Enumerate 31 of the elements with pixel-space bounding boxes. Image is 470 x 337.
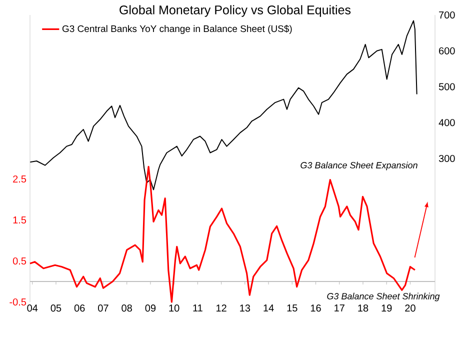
x-tick-label: 12 [216,304,226,312]
legend-label: G3 Central Banks YoY change in Balance Sheet (US$) [62,24,292,34]
y2-tick-label: 300 [438,154,455,162]
x-tick-label: 06 [74,304,85,312]
y-tick-label: 0.5 [12,257,26,265]
x-tick-label: 17 [334,304,344,312]
x-tick-label: 11 [193,304,202,312]
x-tick-label: 14 [264,304,274,312]
line-series [30,20,418,190]
x-tick-label: 18 [358,304,368,312]
y-tick-label: -0.5 [10,298,26,306]
x-tick-label: 04 [27,304,38,312]
x-tick-label: 13 [240,304,250,312]
x-tick-label: 09 [145,304,156,312]
y-tick-label: 2.5 [13,175,26,183]
y2-tick-label: 400 [438,119,455,126]
x-tick-label: 19 [382,304,392,312]
x-tick-label: 15 [287,304,298,312]
chart-title: Global Monetary Policy vs Global Equities [120,5,351,17]
x-tick-label: 10 [169,304,180,312]
annotation: G3 Balance Sheet Expansion [300,162,418,170]
x-tick-label: 05 [50,304,62,312]
x-tick-label: 07 [98,304,108,312]
annotation: G3 Balance Sheet Shrinking [327,292,440,302]
y-tick-label: 1.5 [13,216,26,224]
x-tick-label: 08 [122,304,132,312]
x-tick-label: 20 [405,304,416,312]
y2-tick-label: 600 [439,47,455,54]
y2-tick-label: 700 [439,11,455,19]
x-tick-label: 16 [310,304,321,312]
y2-tick-label: 500 [438,83,455,90]
